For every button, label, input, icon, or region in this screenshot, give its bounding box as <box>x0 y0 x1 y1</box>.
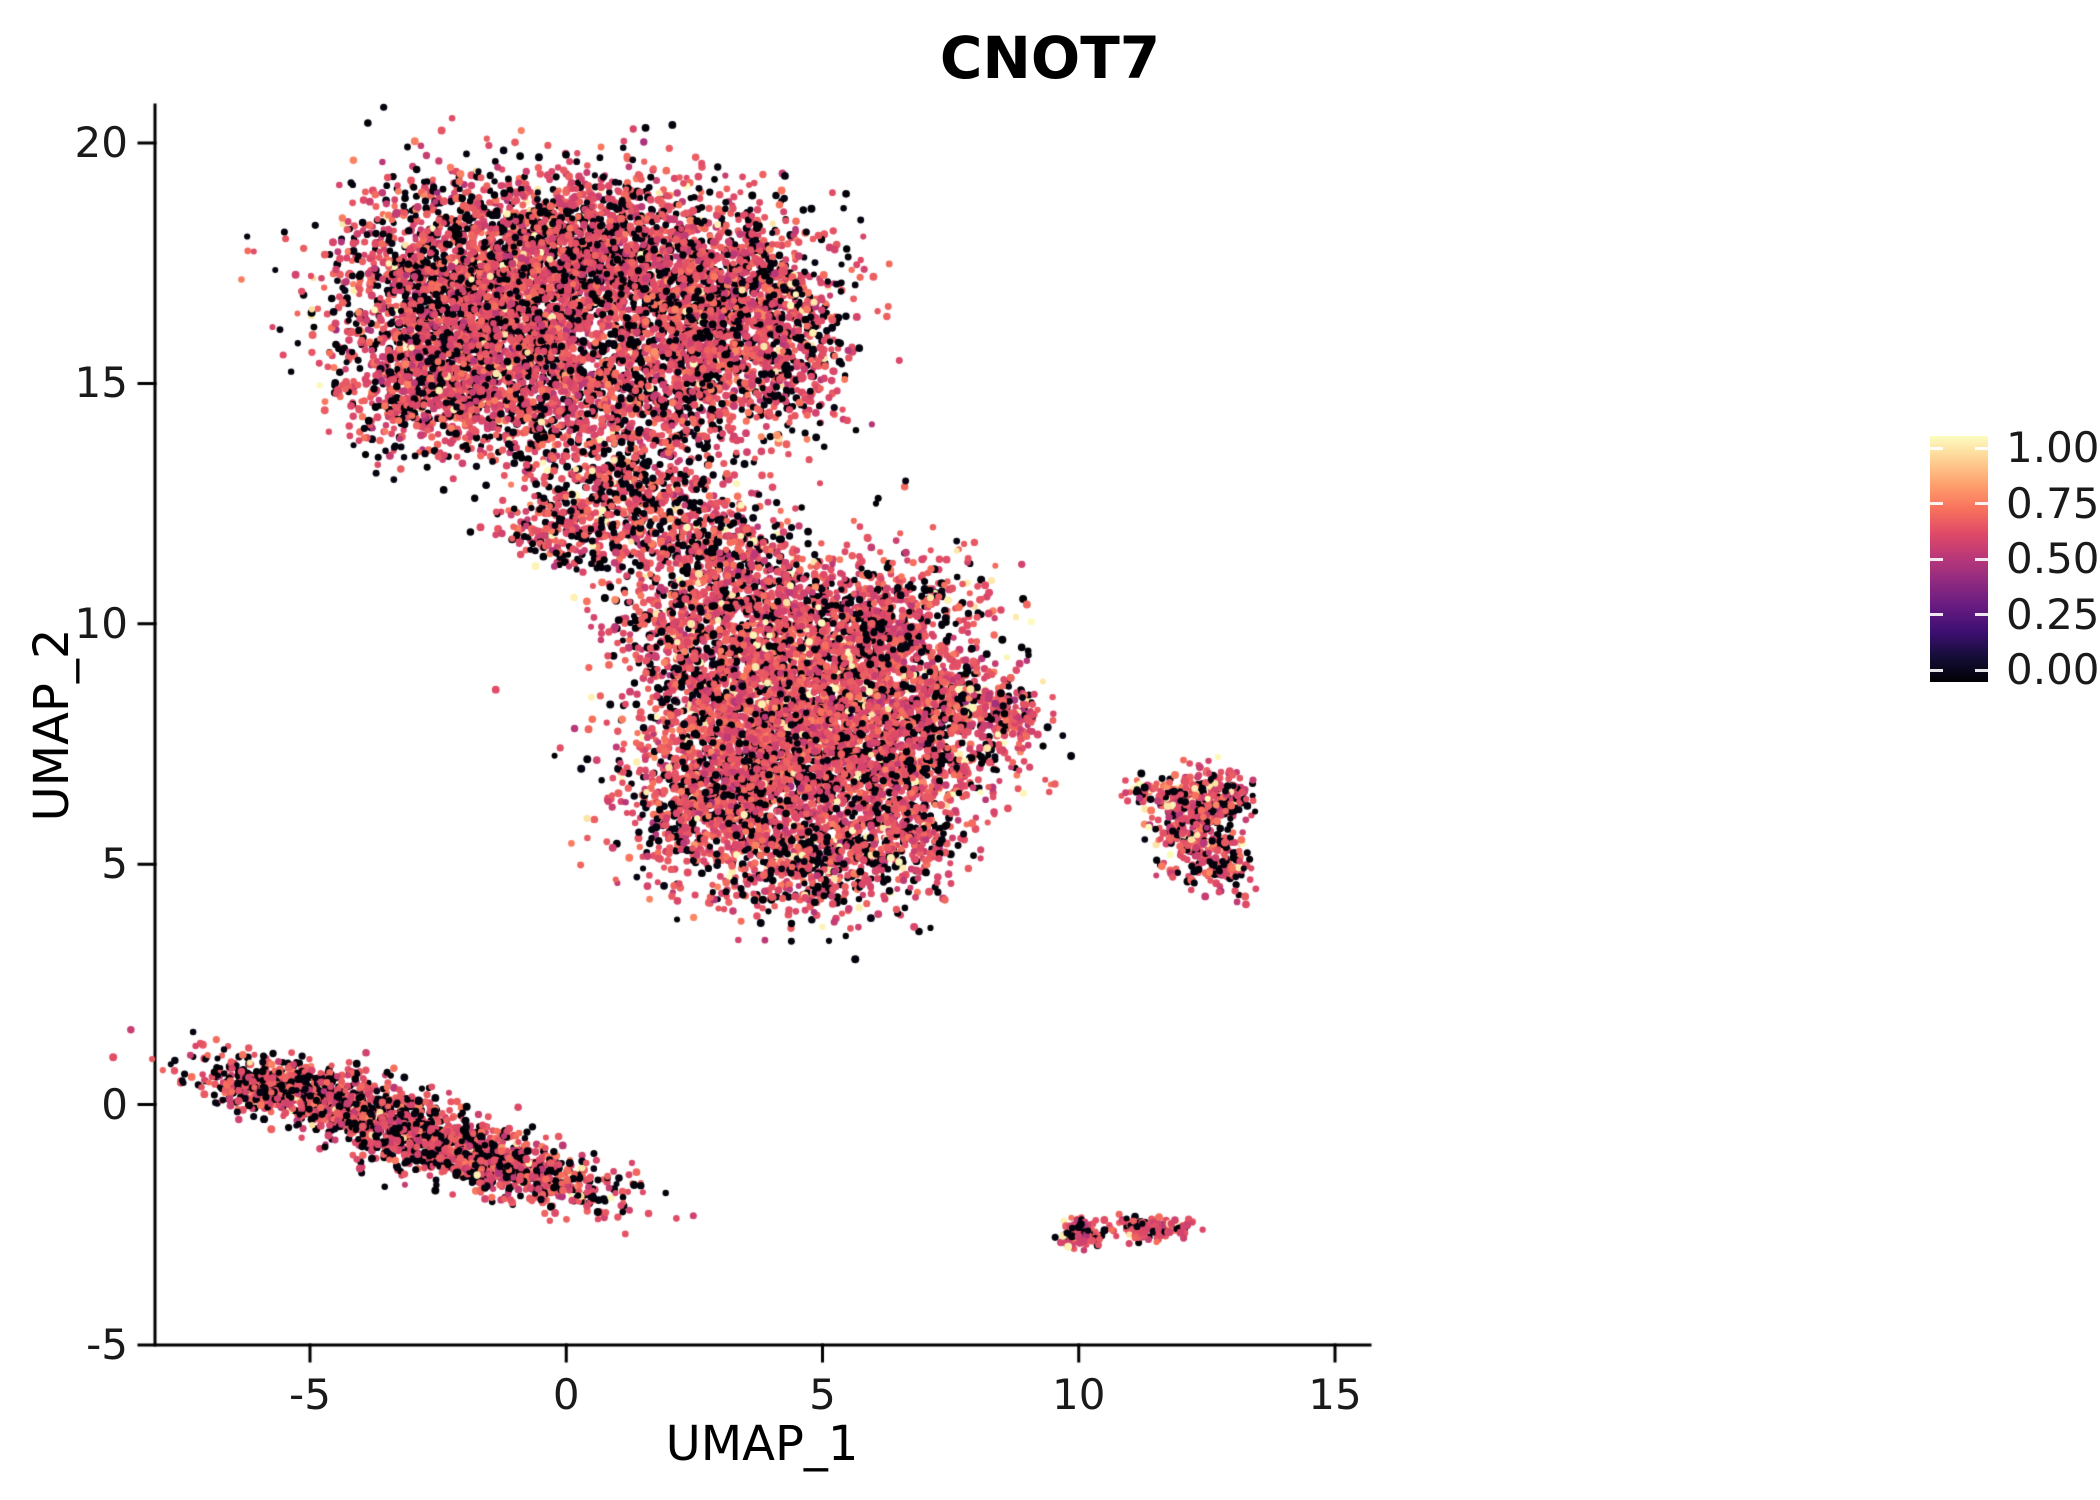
y-axis-label: UMAP_2 <box>24 628 80 822</box>
x-tick-label: 15 <box>1308 1370 1362 1419</box>
x-tick-label: 0 <box>552 1370 580 1419</box>
y-tick-label: 5 <box>101 839 128 889</box>
y-tick-label: 15 <box>74 358 128 408</box>
y-tick-label: 0 <box>101 1079 128 1129</box>
y-tick-label: 20 <box>74 118 128 167</box>
x-tick-label: 5 <box>809 1370 836 1419</box>
x-tick-label: 10 <box>1052 1370 1106 1419</box>
y-tick-label: -5 <box>86 1320 128 1369</box>
chart-title: CNOT7 <box>939 24 1161 92</box>
y-tick-label: 10 <box>74 598 128 648</box>
x-tick-label: -5 <box>289 1370 331 1419</box>
x-axis-label: UMAP_1 <box>665 1416 859 1472</box>
